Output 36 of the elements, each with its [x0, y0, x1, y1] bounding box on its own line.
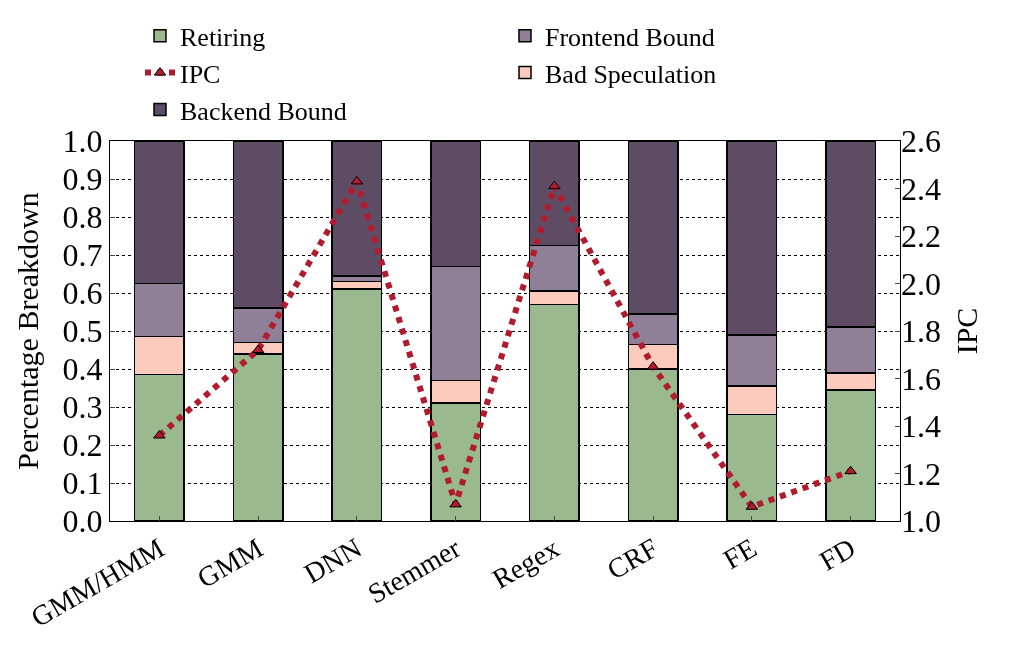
x-tick-label: Regex [486, 532, 565, 595]
point [548, 180, 561, 190]
y2-tick-label: 2.6 [901, 123, 941, 160]
x-tick-label: FD [814, 532, 861, 577]
y2-tick-label: 2.4 [901, 170, 941, 207]
legend-label: IPC [180, 59, 221, 89]
y-tick-label: 0.8 [62, 199, 103, 236]
y-tick-label: 0.7 [62, 237, 103, 274]
legend-label: Backend Bound [180, 96, 347, 126]
y-tick-label: 1.0 [62, 123, 103, 160]
legend-label: Bad Speculation [545, 59, 717, 89]
y2-axis-title: IPC [949, 307, 983, 355]
legend-label: Retiring [180, 22, 266, 52]
x-tick-label: DNN [298, 532, 367, 590]
y2-tick-label: 1.4 [901, 408, 941, 445]
x-tick-label: FE [718, 532, 762, 576]
y2-tick-label: 1.2 [901, 455, 941, 492]
y-tick-label: 0.1 [62, 465, 103, 502]
y-tick-label: 0.5 [62, 313, 103, 350]
point [844, 465, 857, 475]
y2-tick-label: 2.2 [901, 218, 941, 255]
y-tick-label: 0.4 [62, 351, 103, 388]
y-tick-label: 0.0 [62, 503, 103, 540]
point [449, 498, 462, 508]
y2-tick-label: 2.0 [901, 265, 941, 302]
y-tick-label: 0.9 [62, 161, 103, 198]
y2-tick-label: 1.8 [901, 313, 941, 350]
y-tick-label: 0.2 [62, 427, 103, 464]
y-tick-label: 0.3 [62, 389, 103, 426]
y2-tick-label: 1.0 [901, 503, 941, 540]
legend-label: Frontend Bound [545, 22, 715, 52]
y2-tick-label: 1.6 [901, 360, 941, 397]
point [350, 175, 364, 185]
y-tick-label: 0.6 [62, 275, 103, 312]
y-axis-title: Percentage Breakdown [10, 192, 44, 470]
x-tick-label: CRF [601, 532, 664, 586]
